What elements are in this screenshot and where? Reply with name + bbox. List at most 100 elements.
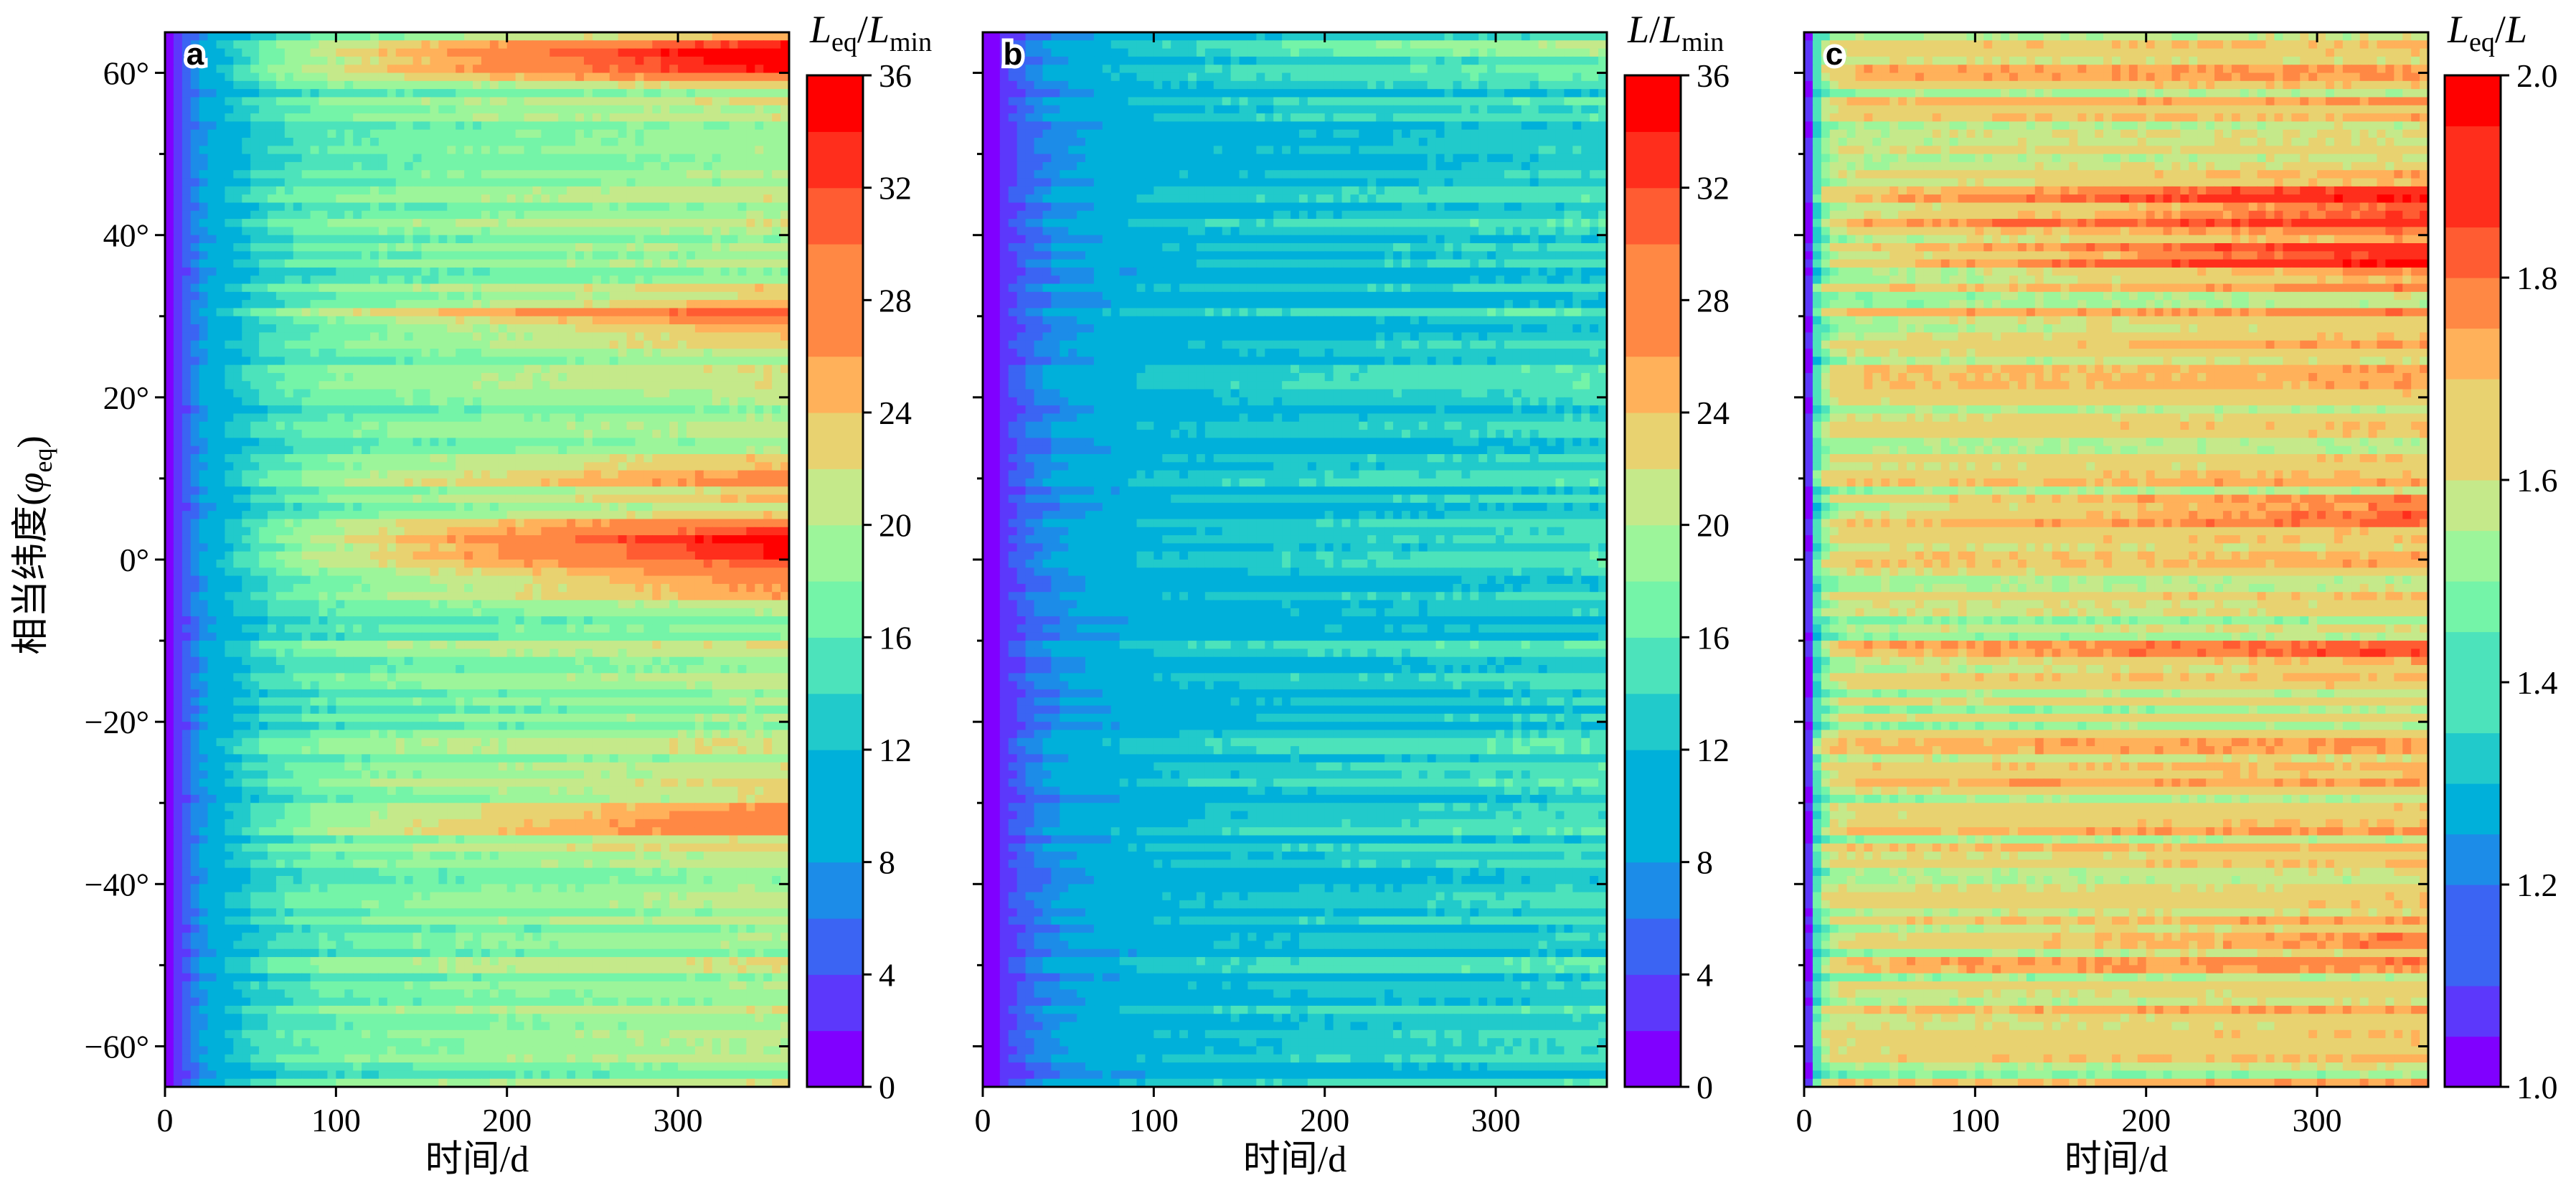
heatmap-cell xyxy=(541,251,551,260)
heatmap-cell xyxy=(473,357,482,366)
heatmap-cell xyxy=(378,446,388,455)
heatmap-cell xyxy=(250,251,260,260)
heatmap-cell xyxy=(780,56,790,66)
heatmap-cell xyxy=(686,259,696,268)
heatmap-cell xyxy=(600,438,610,447)
heatmap-cell xyxy=(190,397,200,406)
heatmap-cell xyxy=(165,80,174,90)
heatmap-cell xyxy=(438,430,448,439)
heatmap-cell xyxy=(412,121,423,131)
heatmap-cell xyxy=(464,210,473,220)
heatmap-cell xyxy=(583,478,593,488)
heatmap-cell xyxy=(473,89,482,98)
heatmap-cell xyxy=(268,502,277,512)
heatmap-cell xyxy=(216,129,226,138)
heatmap-cell xyxy=(190,170,200,179)
heatmap-cell xyxy=(575,89,585,98)
heatmap-cell xyxy=(541,381,551,390)
heatmap-cell xyxy=(293,235,303,244)
heatmap-cell xyxy=(395,170,405,179)
heatmap-cell xyxy=(609,113,619,123)
heatmap-cell xyxy=(387,364,397,374)
heatmap-cell xyxy=(541,89,551,98)
heatmap-cell xyxy=(755,80,765,90)
heatmap-cell xyxy=(259,575,268,585)
heatmap-cell xyxy=(592,259,602,268)
heatmap-cell xyxy=(652,210,662,220)
heatmap-cell xyxy=(481,243,491,253)
heatmap-cell xyxy=(242,575,251,585)
heatmap-cell xyxy=(558,357,567,366)
heatmap-cell xyxy=(609,259,619,268)
heatmap-cell xyxy=(541,219,551,228)
heatmap-cell xyxy=(694,478,704,488)
heatmap-cell xyxy=(362,357,371,366)
heatmap-cell xyxy=(438,519,448,528)
heatmap-cell xyxy=(284,80,294,90)
heatmap-cell xyxy=(703,97,713,106)
heatmap-cell xyxy=(447,332,457,341)
heatmap-cell xyxy=(464,275,473,285)
heatmap-cell xyxy=(600,462,610,471)
heatmap-cell xyxy=(635,430,645,439)
heatmap-cell xyxy=(190,511,200,520)
heatmap-cell xyxy=(173,170,183,179)
heatmap-cell xyxy=(284,146,294,155)
heatmap-cell xyxy=(430,89,440,98)
heatmap-cell xyxy=(199,357,209,366)
heatmap-cell xyxy=(678,478,687,488)
heatmap-cell xyxy=(225,567,235,577)
heatmap-cell xyxy=(678,364,687,374)
heatmap-cell xyxy=(378,560,388,569)
heatmap-cell xyxy=(780,40,790,50)
heatmap-cell xyxy=(268,48,277,57)
heatmap-cell xyxy=(430,56,440,66)
heatmap-cell xyxy=(181,430,192,439)
heatmap-cell xyxy=(165,210,174,220)
heatmap-cell xyxy=(669,56,679,66)
heatmap-cell xyxy=(755,178,765,187)
heatmap-cell xyxy=(567,202,576,212)
heatmap-cell xyxy=(207,178,217,187)
heatmap-cell xyxy=(336,227,346,236)
heatmap-cell xyxy=(755,364,765,374)
heatmap-cell xyxy=(712,291,722,301)
heatmap-cell xyxy=(515,275,525,285)
heatmap-cell xyxy=(301,186,311,195)
heatmap-cell xyxy=(430,121,440,131)
heatmap-cell xyxy=(703,357,713,366)
heatmap-cell xyxy=(652,397,662,406)
heatmap-cell xyxy=(344,357,354,366)
heatmap-cell xyxy=(532,267,542,277)
heatmap-cell xyxy=(729,454,739,463)
heatmap-cell xyxy=(327,454,337,463)
heatmap-cell xyxy=(780,527,790,536)
heatmap-cell xyxy=(456,227,465,236)
heatmap-cell xyxy=(720,405,730,415)
heatmap-cell xyxy=(481,421,491,430)
heatmap-cell xyxy=(737,349,747,358)
heatmap-cell xyxy=(626,543,636,552)
heatmap-cell xyxy=(233,454,243,463)
heatmap-cell xyxy=(583,438,593,447)
heatmap-cell xyxy=(532,413,542,423)
heatmap-cell xyxy=(225,40,235,50)
heatmap-cell xyxy=(737,438,747,447)
heatmap-cell xyxy=(275,446,286,455)
heatmap-cell xyxy=(456,138,465,147)
heatmap-cell xyxy=(678,235,687,244)
heatmap-cell xyxy=(293,551,303,560)
heatmap-cell xyxy=(746,316,756,325)
heatmap-cell xyxy=(737,502,747,512)
heatmap-cell xyxy=(216,470,226,479)
heatmap-cell xyxy=(669,97,679,106)
heatmap-cell xyxy=(225,267,235,277)
heatmap-cell xyxy=(284,324,294,334)
heatmap-cell xyxy=(268,511,277,520)
heatmap-cell xyxy=(661,194,670,204)
heatmap-cell xyxy=(165,575,174,585)
heatmap-cell xyxy=(233,300,243,309)
heatmap-cell xyxy=(643,121,654,131)
heatmap-cell xyxy=(506,567,516,577)
heatmap-cell xyxy=(626,97,636,106)
